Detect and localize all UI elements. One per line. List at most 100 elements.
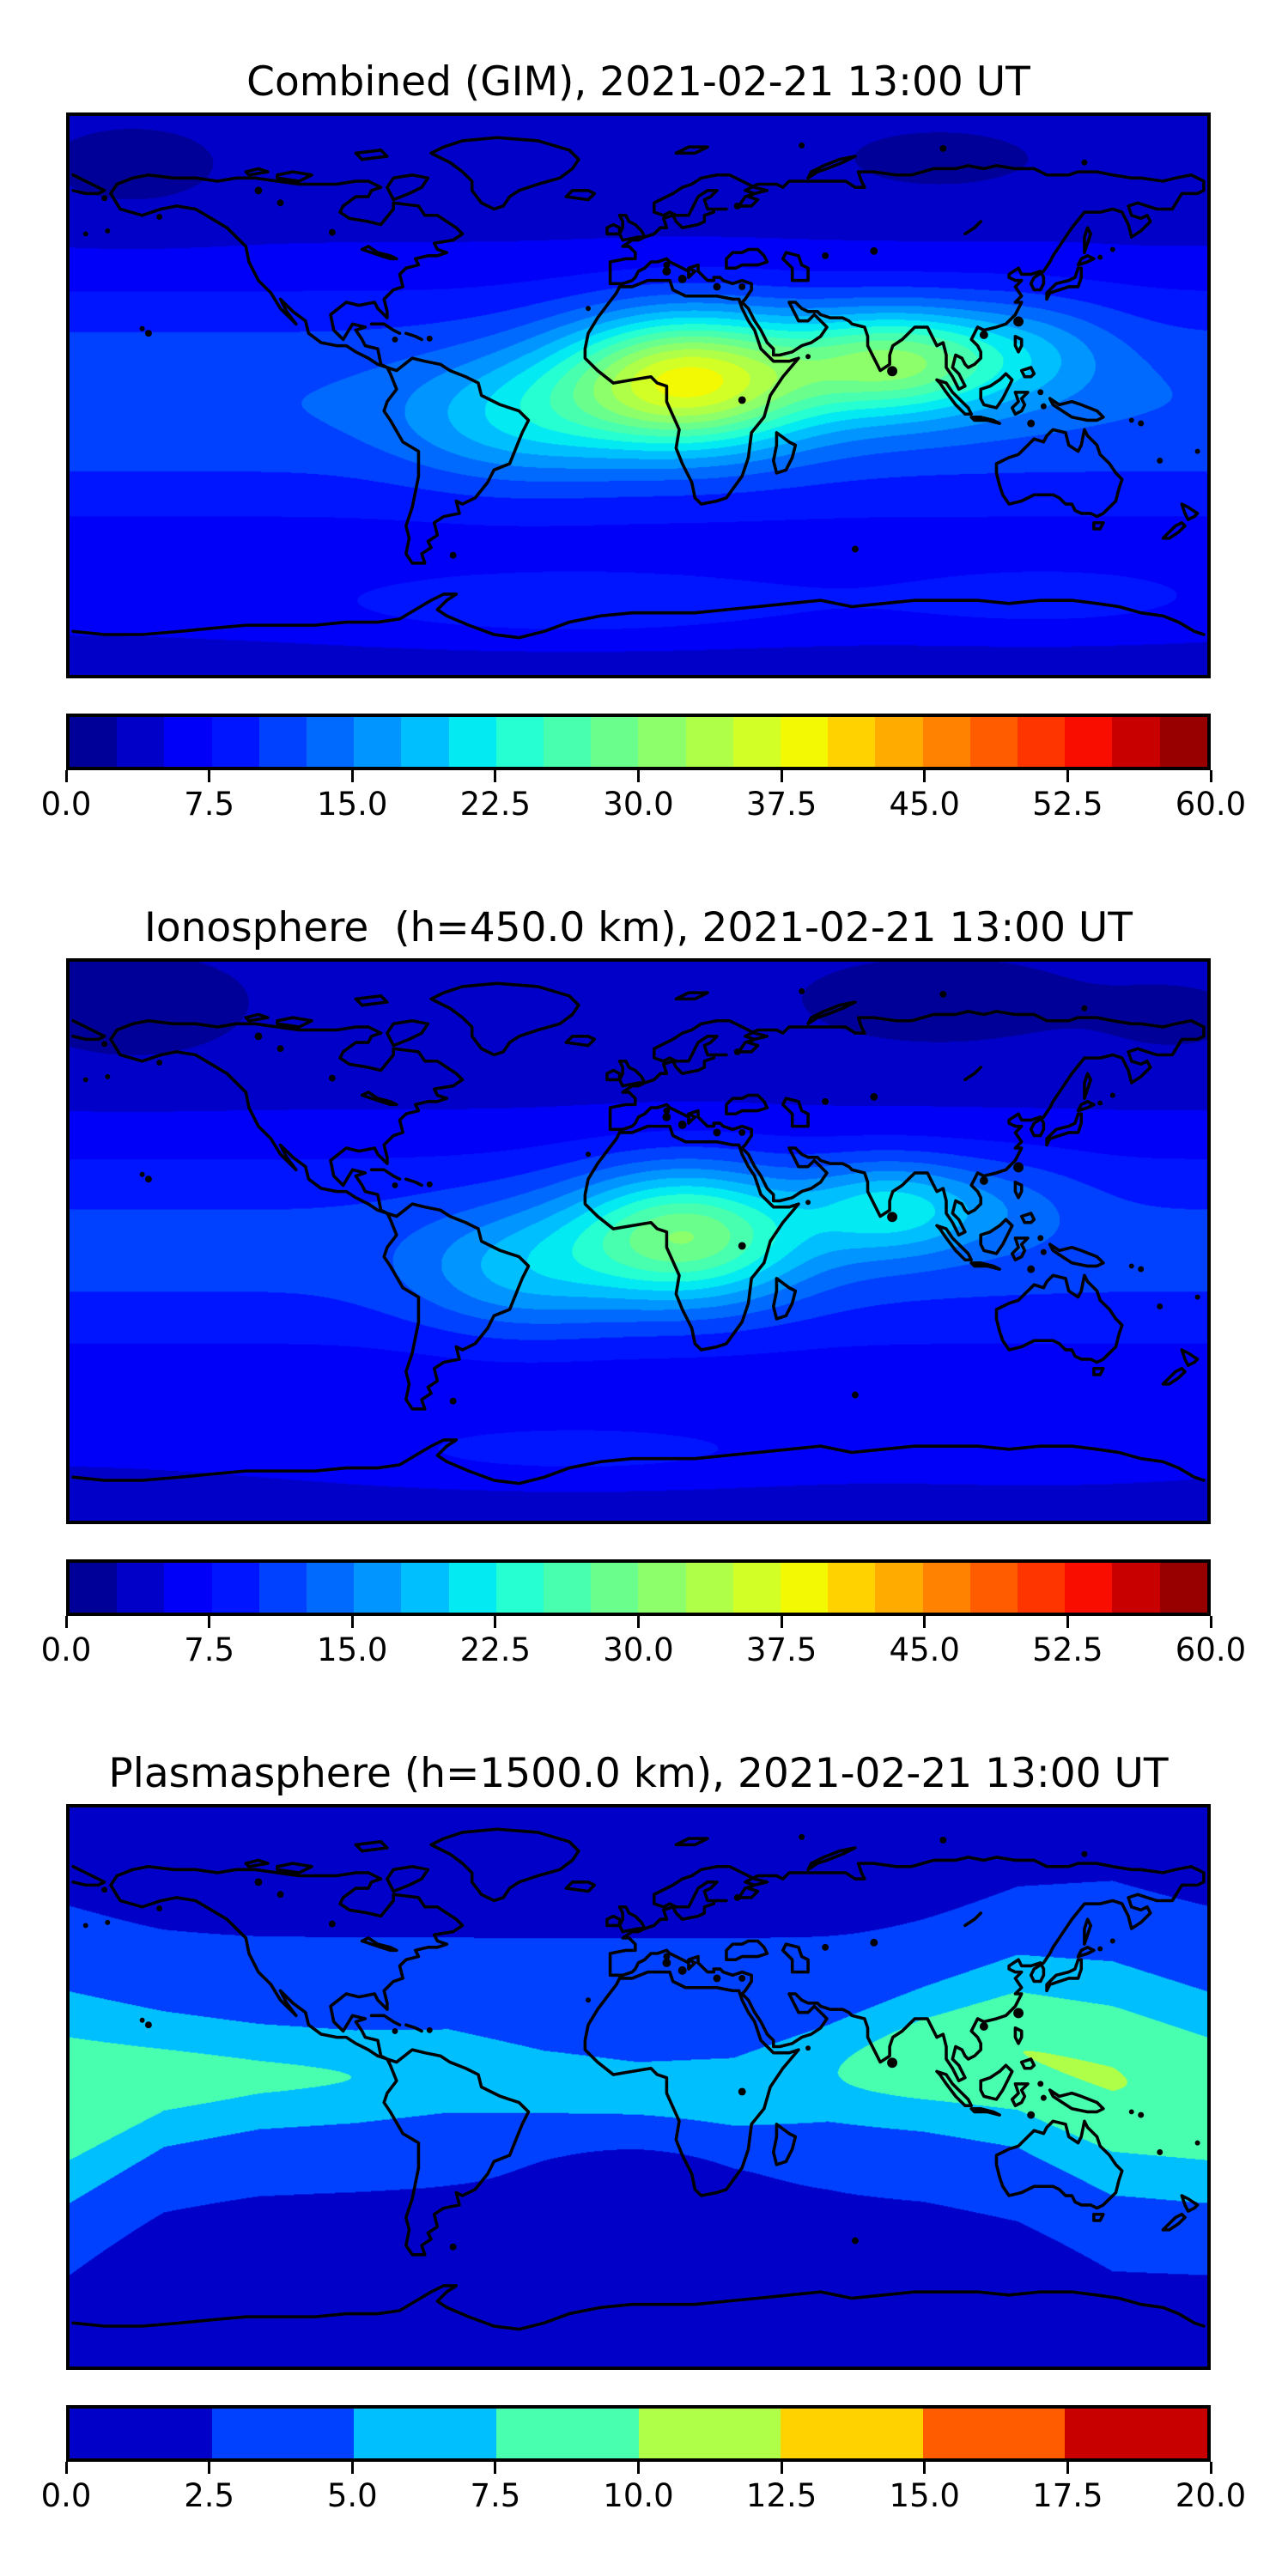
colorbar-segment (354, 2409, 496, 2458)
island-dot (139, 2017, 145, 2023)
island-dot (799, 142, 805, 149)
island-dot (805, 354, 811, 360)
colorbar-tick (208, 770, 211, 782)
island-dot (979, 331, 988, 339)
colorbar-tick-label: 60.0 (1175, 786, 1247, 823)
colorbar-segment (211, 2409, 355, 2458)
island-dot (1097, 1946, 1103, 1952)
map-frame (66, 112, 1211, 678)
colorbar-segment (1112, 717, 1160, 767)
island-dot (139, 1171, 145, 1177)
island-dot (392, 336, 398, 343)
island-dot (939, 144, 947, 152)
colorbar-tick-label: 10.0 (603, 2477, 674, 2514)
island-dot (449, 551, 457, 559)
island-dot (733, 202, 741, 210)
island-dot (799, 987, 805, 994)
island-dot (1013, 316, 1024, 327)
colorbar-segment (1065, 2409, 1207, 2458)
island-dot (738, 283, 746, 290)
colorbar-segment (544, 1563, 592, 1613)
island-dot (887, 1212, 897, 1223)
island-dot (887, 366, 897, 377)
island-dot (328, 228, 336, 236)
island-dot (586, 306, 591, 312)
colorbar-segment (638, 2409, 781, 2458)
colorbar-segment (875, 717, 923, 767)
island-dot (1037, 1235, 1044, 1242)
colorbar-tick (637, 770, 640, 782)
island-dot (1128, 2109, 1134, 2115)
island-dot (1081, 1850, 1088, 1857)
colorbar-segment (969, 717, 1018, 767)
island-dot (738, 2087, 746, 2096)
island-dot (1040, 1249, 1047, 1255)
panel-combined: Combined (GIM), 2021-02-21 13:00 UT 0.0 7… (0, 58, 1288, 883)
island-dot (822, 252, 829, 259)
colorbar-tick-label: 7.5 (184, 786, 235, 823)
island-dot (156, 1905, 163, 1912)
coastline-overlay (71, 1827, 1206, 2331)
island-dot (101, 195, 108, 202)
colorbar-tick-label: 52.5 (1032, 786, 1103, 823)
island-dot (1013, 1162, 1024, 1173)
colorbar-segment (781, 2409, 923, 2458)
island-dot (426, 1181, 433, 1188)
colorbar-tick-label: 5.0 (326, 2477, 378, 2514)
island-dot (1128, 417, 1134, 423)
colorbar-tick (208, 1616, 211, 1628)
island-dot (82, 1077, 88, 1083)
island-dot (738, 1129, 746, 1136)
island-dot (799, 1833, 805, 1840)
island-dot (851, 1391, 859, 1399)
colorbar-tick (494, 770, 497, 782)
island-dot (713, 283, 721, 291)
island-dot (979, 1176, 988, 1185)
colorbar-tick (780, 1616, 783, 1628)
island-dot (449, 2243, 457, 2251)
colorbar-segment (354, 717, 402, 767)
island-dot (328, 1920, 336, 1928)
colorbar-tick (1209, 770, 1212, 782)
colorbar-segment (307, 717, 355, 767)
coastline-path (71, 1827, 1206, 2331)
island-dot (144, 2021, 152, 2029)
colorbar-tick-label: 12.5 (745, 2477, 817, 2514)
colorbar-segment (781, 717, 829, 767)
colorbar-tick-label: 52.5 (1032, 1631, 1103, 1668)
colorbar-segment (1159, 717, 1207, 767)
colorbar-segment (448, 717, 496, 767)
colorbar-tick (1066, 2462, 1069, 2474)
colorbar-segment (70, 717, 118, 767)
colorbar-segment (591, 717, 639, 767)
colorbar-segment (495, 717, 544, 767)
island-dot (1027, 1265, 1036, 1273)
island-dot (254, 1032, 263, 1041)
colorbar-segment (70, 1563, 118, 1613)
colorbar-tick-label: 37.5 (745, 786, 817, 823)
island-dot (805, 1200, 811, 1206)
island-dot (105, 1919, 111, 1925)
island-dot (1128, 1263, 1134, 1269)
island-dot (144, 330, 152, 337)
colorbar-tick (780, 2462, 783, 2474)
coastline-path (71, 981, 1206, 1485)
island-dot (426, 335, 433, 342)
colorbar-tick (350, 2462, 354, 2474)
island-dot (738, 1242, 746, 1250)
colorbar (66, 714, 1211, 770)
island-dot (82, 1923, 88, 1929)
island-dot (586, 1997, 591, 2003)
panel-title: Ionosphere (h=450.0 km), 2021-02-21 13:0… (143, 904, 1133, 951)
colorbar-tick-label: 7.5 (184, 1631, 235, 1668)
colorbar-segment (495, 1563, 544, 1613)
colorbar-segment (638, 1563, 686, 1613)
colorbar-tick (64, 2462, 68, 2474)
colorbar-tick-label: 0.0 (40, 1631, 92, 1668)
colorbar-tick (1209, 2462, 1212, 2474)
colorbar-tick (350, 1616, 354, 1628)
island-dot (887, 2057, 897, 2069)
island-dot (1194, 1294, 1200, 1300)
island-dot (392, 1182, 398, 1188)
island-dot (662, 266, 671, 276)
